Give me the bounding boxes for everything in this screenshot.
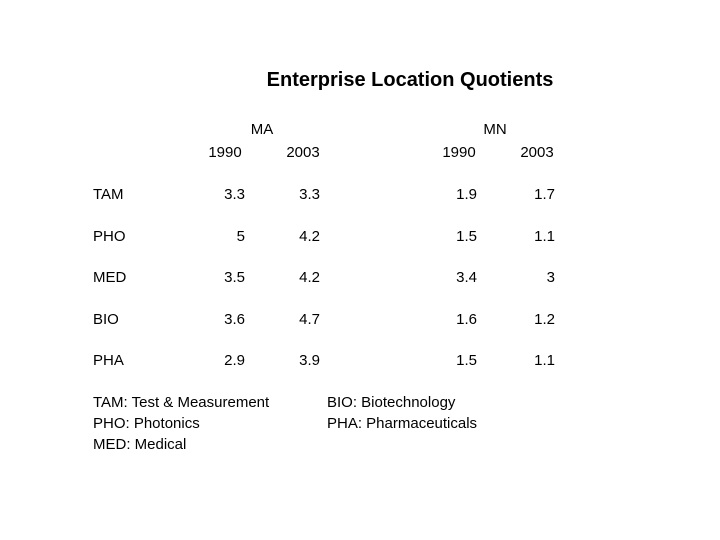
cell-value: 5 [236, 227, 245, 245]
cell-value: 3.9 [299, 352, 320, 369]
year-header: 1990 [442, 144, 476, 161]
legend-item: MED: Medical [93, 436, 187, 453]
legend-item: PHA: Pharmaceuticals [327, 415, 478, 432]
row-label: PHO [93, 227, 126, 245]
cell-value: 1.5 [456, 227, 477, 245]
cell-value: 4.7 [299, 310, 320, 328]
year-header: 1990 [208, 144, 242, 161]
cell-value: 1.2 [534, 310, 555, 328]
cell-value: 1.9 [456, 186, 477, 203]
group-header: MN [483, 121, 507, 138]
legend-item: PHO: Photonics [93, 415, 200, 432]
row-label: BIO [93, 310, 119, 328]
legend-item: TAM: Test & Measurement [93, 394, 270, 411]
cell-value: 3.4 [456, 269, 477, 286]
cell-value: 3.3 [299, 186, 320, 203]
cell-value: 1.1 [534, 352, 555, 369]
cell-value: 3.5 [224, 269, 245, 286]
cell-value: 1.6 [456, 310, 477, 328]
group-header: MA [250, 121, 274, 138]
row-label: MED [93, 269, 127, 286]
cell-value: 1.5 [456, 352, 477, 369]
cell-value: 1.7 [534, 186, 555, 203]
cell-value: 4.2 [299, 227, 320, 245]
year-header: 2003 [520, 144, 554, 161]
cell-value: 3 [546, 269, 555, 286]
cell-value: 2.9 [224, 352, 245, 369]
cell-value: 3.3 [224, 186, 245, 203]
row-label: PHA [93, 352, 124, 369]
legend-item: BIO: Biotechnology [327, 394, 456, 411]
title: Enterprise Location Quotients [266, 69, 554, 91]
cell-value: 4.2 [299, 269, 320, 286]
cell-value: 1.1 [534, 227, 555, 245]
cell-value: 3.6 [224, 310, 245, 328]
row-label: TAM [93, 186, 124, 203]
year-header: 2003 [286, 144, 320, 161]
